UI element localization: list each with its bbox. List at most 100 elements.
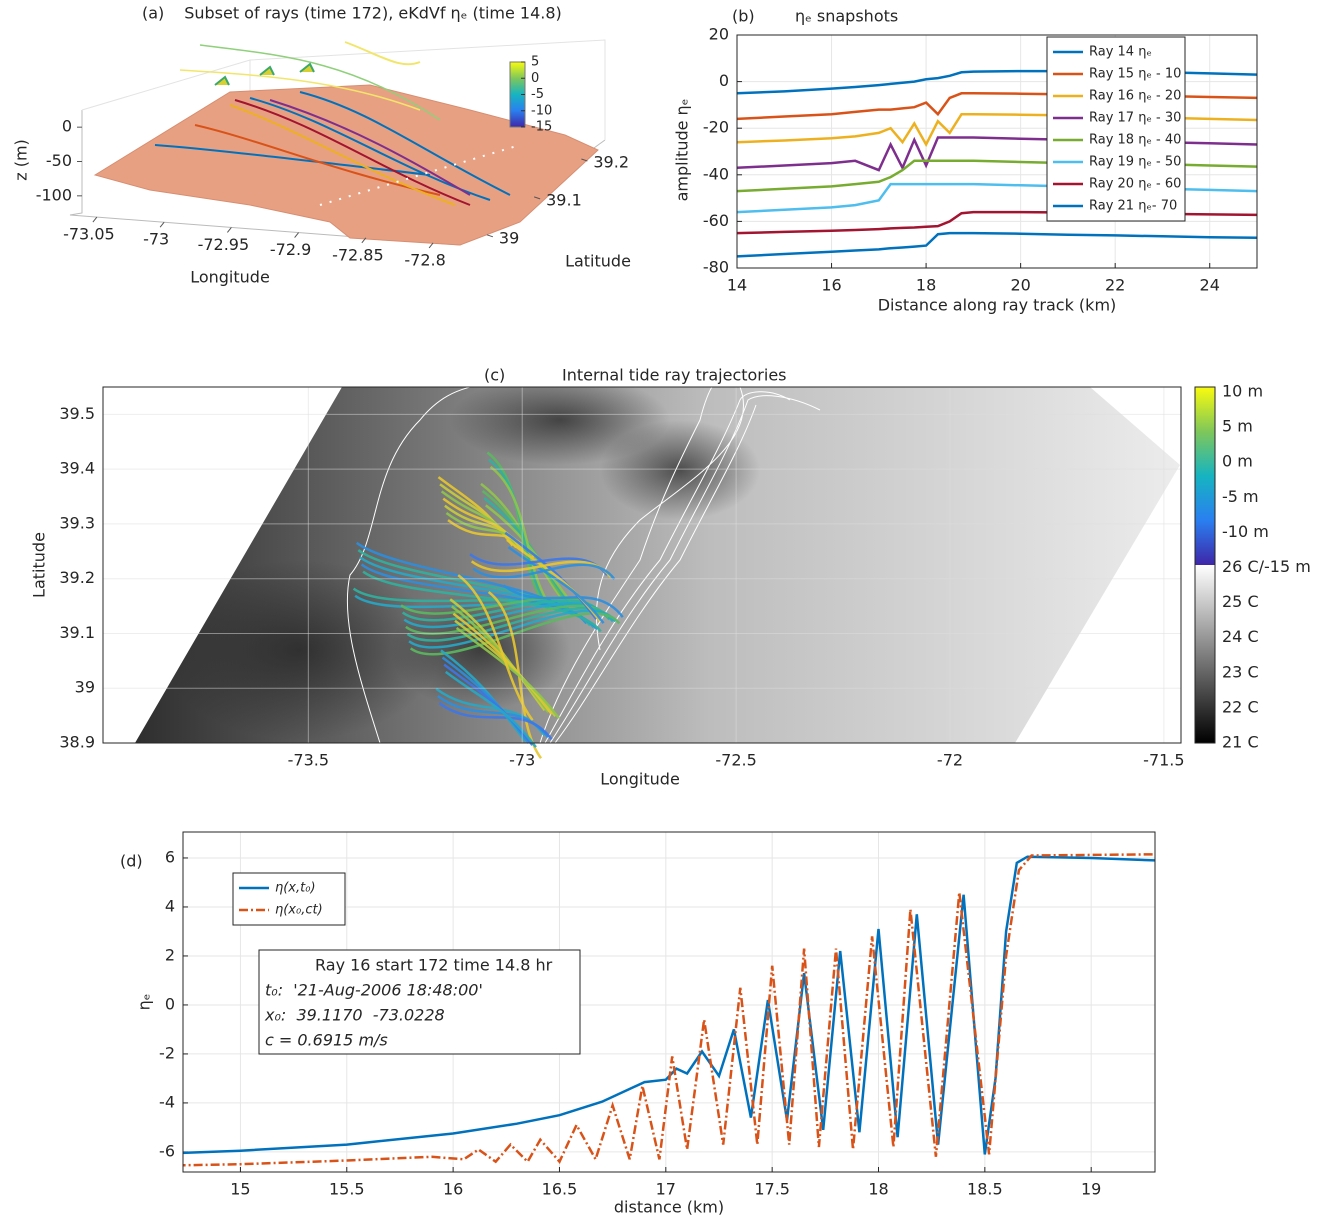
x-tick-label: 16 [821, 276, 841, 295]
colorbar-label: 24 C [1222, 627, 1259, 646]
x-tick-label: 18.5 [967, 1180, 1003, 1199]
annotation-text: t₀: '21-Aug-2006 18:48:00' [265, 981, 483, 1000]
x-tick-label: -73 [509, 751, 535, 770]
ray-path [502, 584, 624, 618]
x-tick [294, 232, 300, 238]
ray-path [408, 609, 617, 649]
ray-path [452, 612, 553, 716]
y-tick-label: 20 [709, 25, 729, 44]
y-tick [581, 158, 588, 162]
colorbar-label: 23 C [1222, 662, 1259, 681]
legend-label: Ray 21 ηₑ- 70 [1089, 199, 1177, 214]
colorbar-label: 22 C [1222, 697, 1259, 716]
y-tick [486, 234, 494, 238]
y-axis-label: ηₑ [135, 994, 154, 1011]
y-tick-label: 0 [719, 71, 729, 90]
colorbar-label: 5 m [1222, 417, 1253, 436]
y-tick-label: 39.1 [59, 623, 95, 642]
annotation-text: x₀: 39.1170 -73.0228 [264, 1006, 445, 1025]
ray-path [438, 702, 553, 740]
x-tick-label: -71.5 [1143, 751, 1184, 770]
annotation-text: Ray 16 start 172 time 14.8 hr [315, 956, 553, 975]
x-tick-label: -72.5 [715, 751, 756, 770]
colorbar-tick-label: 5 [531, 55, 539, 70]
x-tick-label: 20 [1010, 276, 1030, 295]
series-group [183, 853, 1155, 1167]
x-tick-label: 14 [727, 276, 747, 295]
y-tick-label: 39 [75, 678, 95, 697]
x-tick-label: 17 [656, 1180, 676, 1199]
colorbar-tick-label: -15 [531, 120, 552, 135]
x-tick-label: 16 [443, 1180, 463, 1199]
y-tick-label: 38.9 [59, 733, 95, 752]
colorbar-label: -5 m [1222, 487, 1259, 506]
x-tick-label: -73 [143, 230, 169, 249]
y-tick-label: -6 [159, 1141, 175, 1160]
legend-label: Ray 16 ηₑ - 20 [1089, 89, 1181, 104]
y-tick-label: -60 [703, 211, 729, 230]
legend-label: η(x,t₀) [275, 881, 316, 896]
y-tick-label: 39.4 [59, 459, 95, 478]
colorbar-tick-label: -10 [531, 103, 552, 118]
y-tick-label: 39.5 [59, 404, 95, 423]
ray-path [504, 531, 598, 620]
ray-trajectories [352, 451, 624, 760]
y-tick-label: 39.2 [593, 152, 629, 171]
legend-label: Ray 17 ηₑ - 30 [1089, 111, 1181, 126]
ray-path [406, 607, 614, 642]
z-tick-label: -100 [36, 185, 72, 204]
x-tick-label: -72.9 [270, 240, 311, 259]
x-axis-label: Distance along ray track (km) [878, 296, 1117, 315]
ray-path [440, 649, 527, 742]
x-tick-label: 18 [868, 1180, 888, 1199]
x-tick-label: -72.85 [332, 245, 384, 264]
x-tick [159, 221, 165, 228]
colorbar-label: 0 m [1222, 452, 1253, 471]
legend-label: Ray 20 ηₑ - 60 [1089, 177, 1181, 192]
ray-path [454, 619, 557, 718]
legend-label: Ray 19 ηₑ - 50 [1089, 155, 1181, 170]
y-tick-label: 39.1 [546, 190, 582, 209]
ray-path [441, 656, 530, 744]
panel-label: (d) [120, 852, 143, 871]
ray-path [457, 574, 534, 721]
series-line [183, 855, 1155, 1155]
y-tick-label: -80 [703, 258, 729, 277]
z-axis-label: z (m) [12, 139, 31, 181]
y-axis-label: Latitude [30, 532, 49, 598]
y-tick-label: -4 [159, 1092, 175, 1111]
legend-label: Ray 18 ηₑ - 40 [1089, 133, 1181, 148]
colorbar-c-bottom [1195, 565, 1215, 743]
colorbar-tick-label: -5 [531, 87, 544, 102]
axes-frame [102, 386, 1182, 744]
x-tick [226, 227, 232, 233]
colorbar-label: 10 m [1222, 382, 1263, 401]
panel-label: (b) [732, 7, 755, 26]
panel-a-scene [69, 39, 606, 246]
x-axis-label: Longitude [600, 770, 680, 789]
y-tick-label: 39.3 [59, 513, 95, 532]
y-tick-label: 6 [165, 847, 175, 866]
x-axis-label: distance (km) [614, 1198, 724, 1217]
x-tick-label: -73.5 [288, 751, 329, 770]
legend-label: η(x₀,ct) [275, 903, 323, 918]
x-tick [428, 242, 434, 249]
legend-label: Ray 14 ηₑ [1089, 45, 1152, 60]
y-tick-label: 2 [165, 945, 175, 964]
axes-frame [182, 831, 1156, 1173]
colorbar-label: 21 C [1222, 733, 1259, 752]
y-tick-label: 4 [165, 896, 175, 915]
panel-label: (c) [484, 366, 505, 385]
x-tick-label: -73.05 [63, 225, 115, 244]
panel-title: Subset of rays (time 172), eKdVf ηₑ (tim… [184, 4, 562, 23]
colorbar-label: -10 m [1222, 522, 1269, 541]
series-line [183, 853, 1155, 1167]
x-tick-label: 24 [1200, 276, 1220, 295]
annotation-text: c = 0.6915 m/s [265, 1031, 388, 1050]
ray-path [489, 465, 554, 611]
x-axis-label: Longitude [190, 268, 270, 287]
y-tick-label: 39 [499, 228, 519, 247]
ray-path [455, 626, 560, 719]
axes-frame [736, 34, 1258, 269]
